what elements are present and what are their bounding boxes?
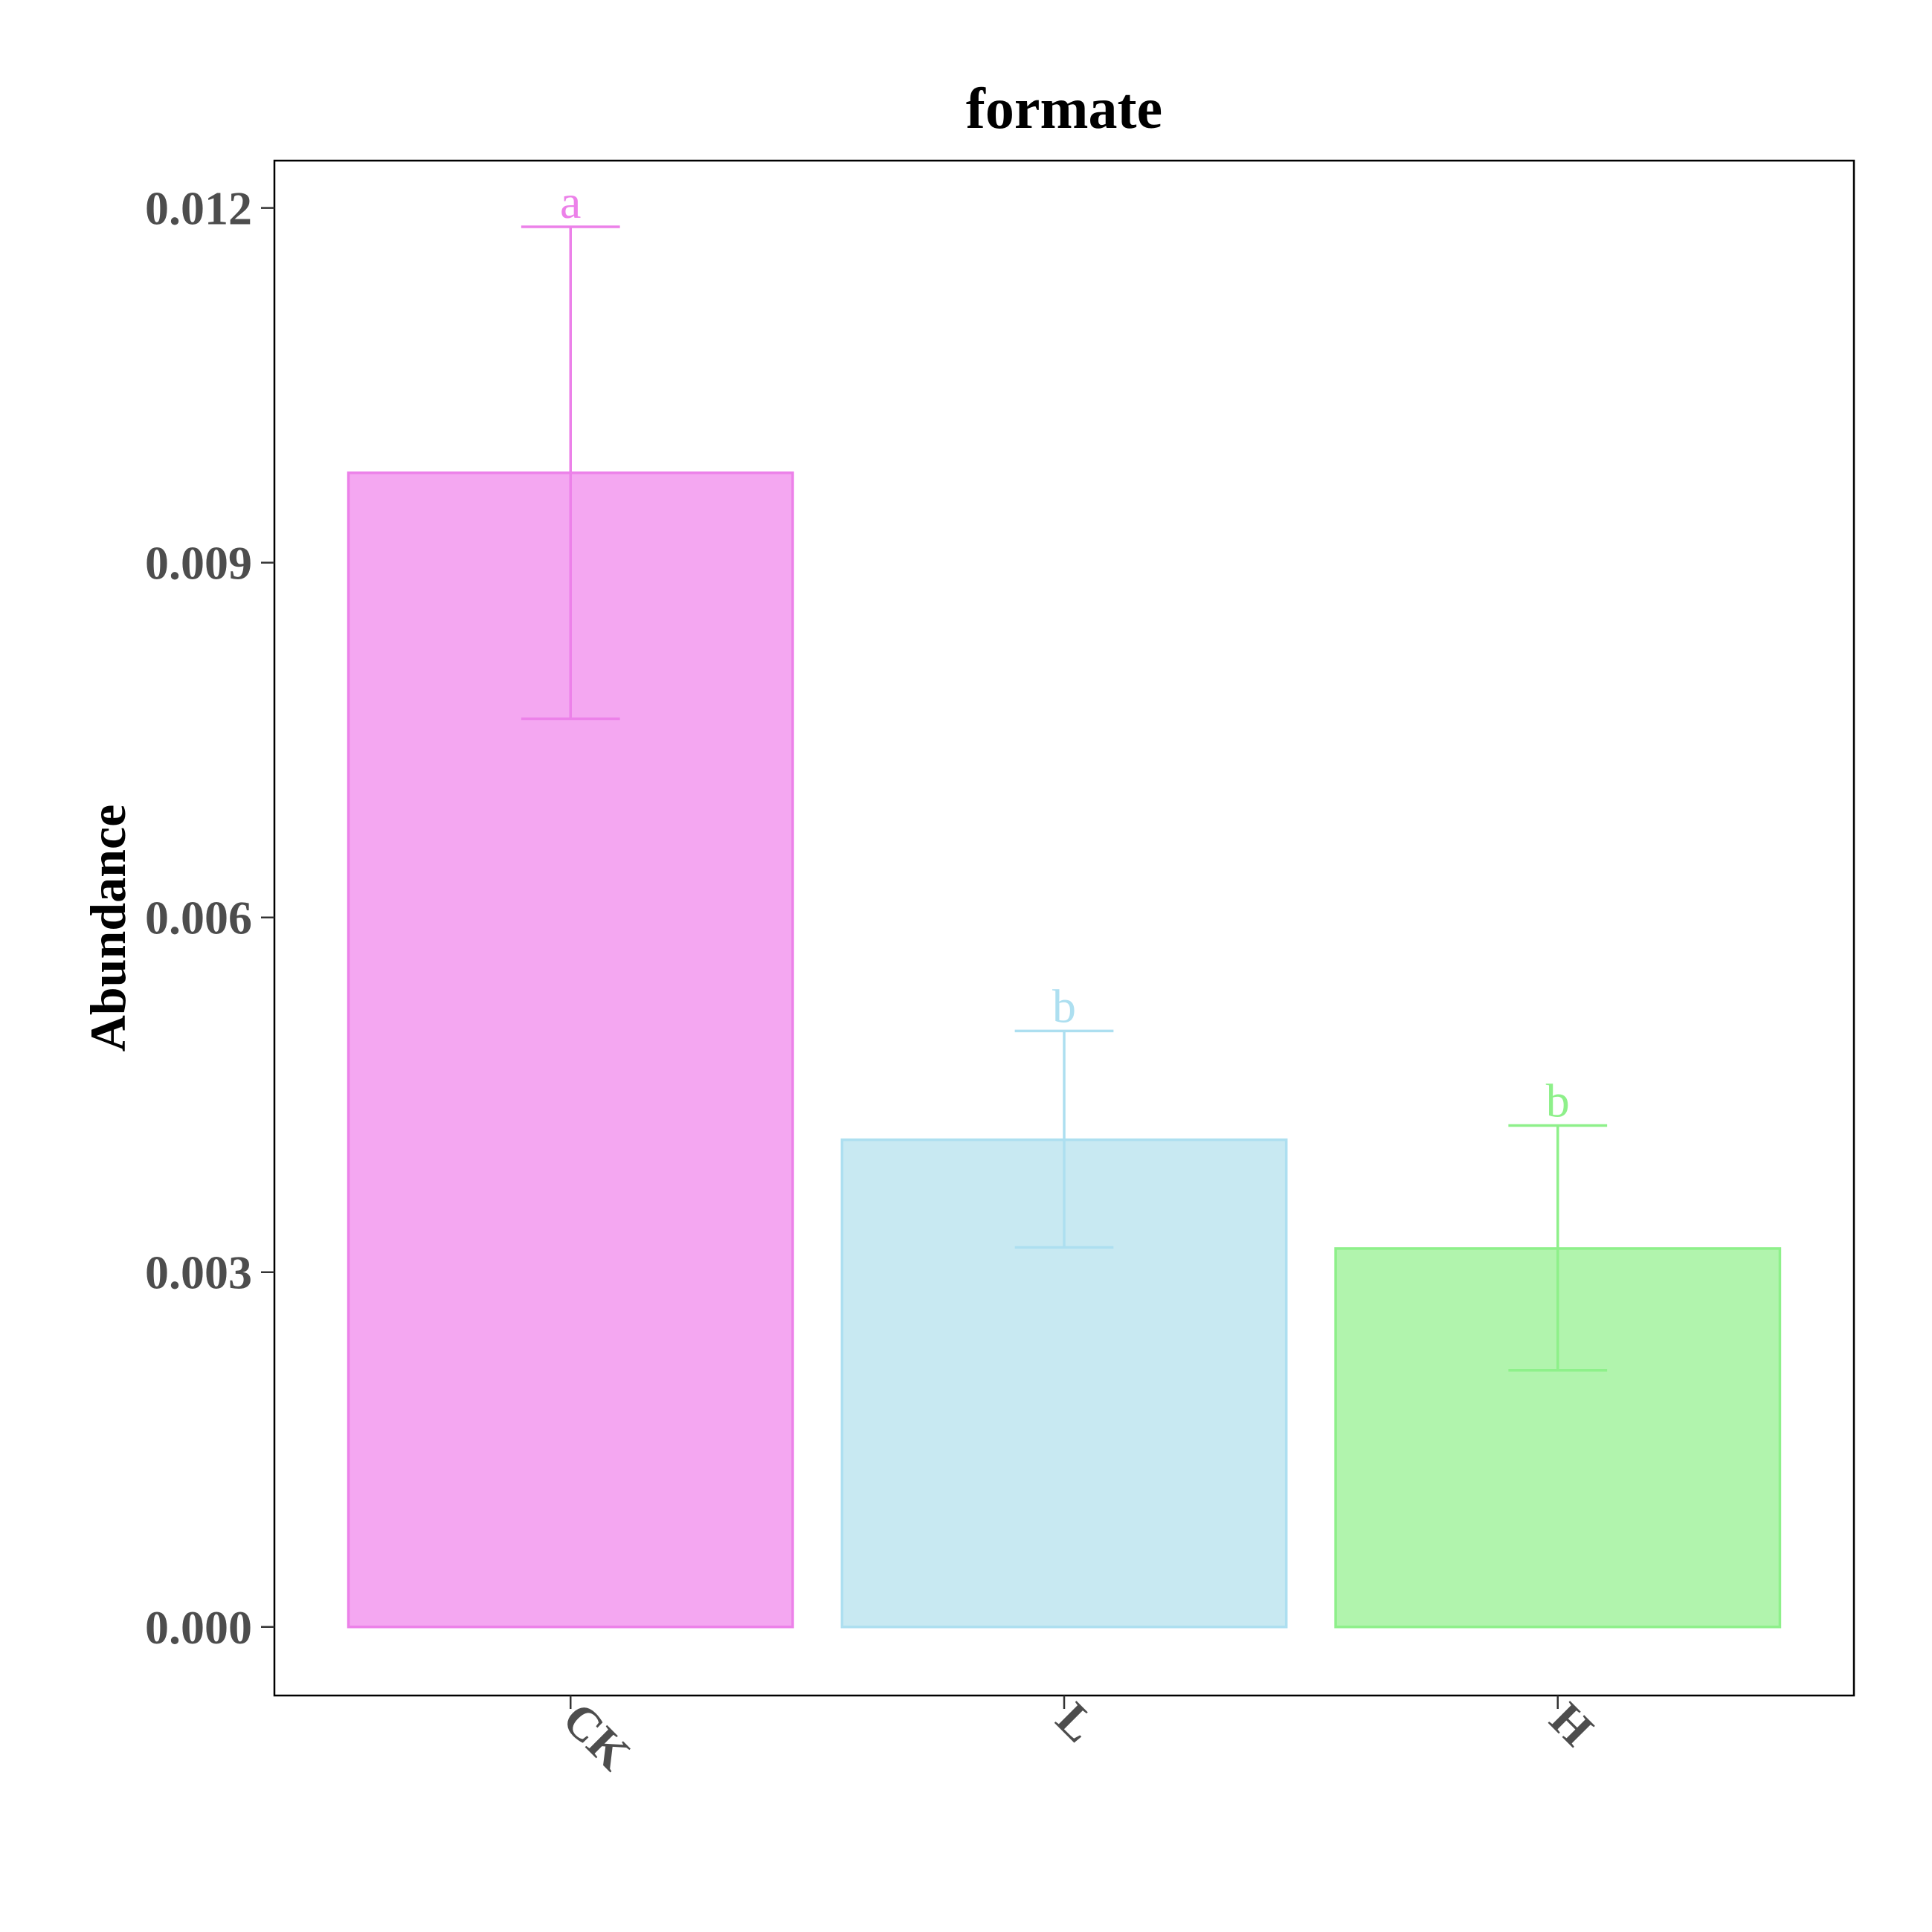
x-axis: CK L H — [553, 1693, 1603, 1780]
y-tick-label: 0.012 — [145, 182, 252, 235]
y-tick-label: 0.000 — [145, 1601, 252, 1654]
y-tick-label: 0.006 — [145, 892, 252, 944]
error-bar-h — [1508, 1124, 1608, 1372]
y-axis: 0.000 0.003 0.006 0.009 0.012 — [145, 182, 274, 1654]
y-axis-label: Abundance — [80, 805, 136, 1052]
x-tick-label-h: H — [1540, 1693, 1603, 1756]
y-tick-label: 0.009 — [145, 537, 252, 590]
error-bar-ck — [521, 225, 620, 721]
x-tick-label-ck: CK — [553, 1693, 640, 1780]
error-bar-l — [1014, 1029, 1114, 1249]
significance-label-l: b — [1052, 979, 1076, 1032]
x-tick-label-l: L — [1046, 1693, 1106, 1752]
significance-label-ck: a — [560, 176, 581, 228]
error-bars-layer — [521, 225, 1608, 1372]
bars-layer — [347, 471, 1782, 1629]
significance-label-h: b — [1546, 1075, 1570, 1127]
significance-labels-layer: a b b — [560, 176, 1570, 1127]
chart-title: formate — [966, 76, 1162, 141]
y-tick-label: 0.003 — [145, 1246, 252, 1299]
